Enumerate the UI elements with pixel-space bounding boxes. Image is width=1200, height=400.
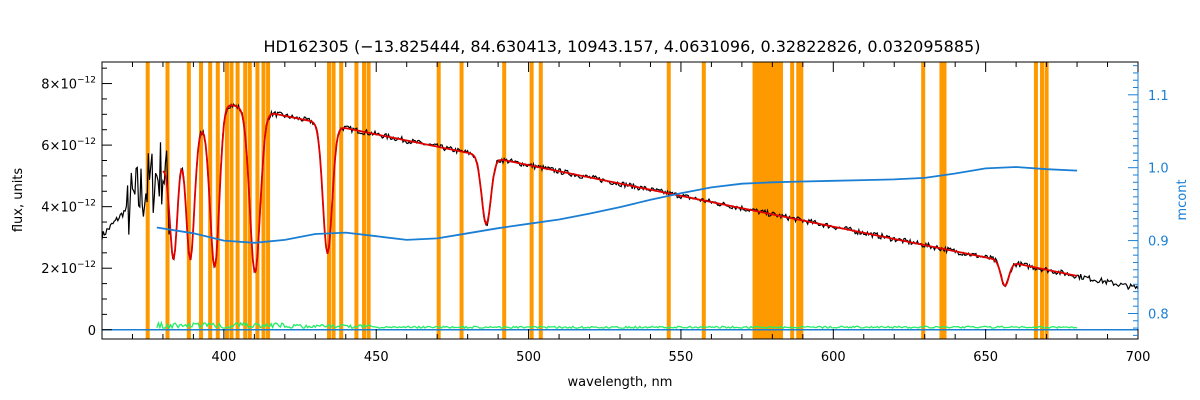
masked-line xyxy=(215,62,220,339)
masked-line xyxy=(796,62,801,339)
x-tick-label: 700 xyxy=(1126,350,1151,365)
residual-line xyxy=(156,320,1078,330)
mcont-line xyxy=(156,166,1078,244)
y-tick-label: 4×10−12 xyxy=(41,199,96,216)
x-axis-ticks: 400 450 500 550 600 650 700 xyxy=(101,62,1151,365)
y-tick-label: 2×10−12 xyxy=(41,260,96,277)
x-tick-label: 650 xyxy=(973,350,998,365)
y2-axis-label: mcont xyxy=(1175,179,1190,220)
y2-tick-label: 0.9 xyxy=(1148,235,1169,250)
x-tick-label: 550 xyxy=(669,350,694,365)
masked-line xyxy=(1044,62,1049,339)
masked-line xyxy=(529,62,534,339)
x-tick-label: 500 xyxy=(516,350,541,365)
y-tick-label: 0 xyxy=(88,324,96,339)
y2-tick-label: 1.1 xyxy=(1148,89,1169,104)
observed-spectrum-line xyxy=(101,103,1139,291)
chart-title: HD162305 (−13.825444, 84.630413, 10943.1… xyxy=(264,37,981,56)
masked-line xyxy=(199,62,204,339)
x-tick-label: 600 xyxy=(821,350,846,365)
masked-line xyxy=(1033,62,1038,339)
model-spectrum-line xyxy=(162,104,1078,287)
y-axis-label: flux, units xyxy=(11,168,26,233)
masked-line xyxy=(459,62,464,339)
y2-axis-ticks: 0.8 0.9 1.0 1.1 xyxy=(1128,65,1169,336)
masked-line xyxy=(538,62,543,339)
x-tick-label: 450 xyxy=(364,350,389,365)
spectrum-curves xyxy=(101,103,1139,331)
masked-line xyxy=(243,62,248,339)
masked-line xyxy=(235,62,240,339)
masked-line xyxy=(266,62,271,339)
masked-line xyxy=(790,62,795,339)
masked-line xyxy=(939,62,944,339)
x-axis-label: wavelength, nm xyxy=(568,375,673,390)
x-tick-label: 400 xyxy=(211,350,236,365)
masked-line xyxy=(186,62,191,339)
masked-regions xyxy=(145,62,1049,339)
masked-line xyxy=(362,62,367,339)
masked-line xyxy=(331,62,336,339)
masked-line xyxy=(921,62,926,339)
masked-line xyxy=(354,62,359,339)
masked-line xyxy=(327,62,332,339)
y2-tick-label: 0.8 xyxy=(1148,307,1169,322)
masked-line xyxy=(799,62,804,339)
y-axis-ticks: 0 2×10−12 4×10−12 6×10−12 8×10−12 xyxy=(41,67,112,339)
masked-line xyxy=(502,62,507,339)
masked-line xyxy=(255,62,260,339)
masked-line xyxy=(1040,62,1045,339)
masked-line xyxy=(942,62,947,339)
masked-line xyxy=(436,62,441,339)
masked-line xyxy=(261,62,266,339)
masked-line xyxy=(366,62,371,339)
masked-band xyxy=(752,62,784,339)
y2-tick-label: 1.0 xyxy=(1148,162,1169,177)
masked-line xyxy=(339,62,344,339)
y-tick-label: 8×10−12 xyxy=(41,76,96,93)
y-tick-label: 6×10−12 xyxy=(41,137,96,154)
masked-line xyxy=(224,62,229,339)
masked-line xyxy=(229,62,234,339)
masked-line xyxy=(666,62,671,339)
